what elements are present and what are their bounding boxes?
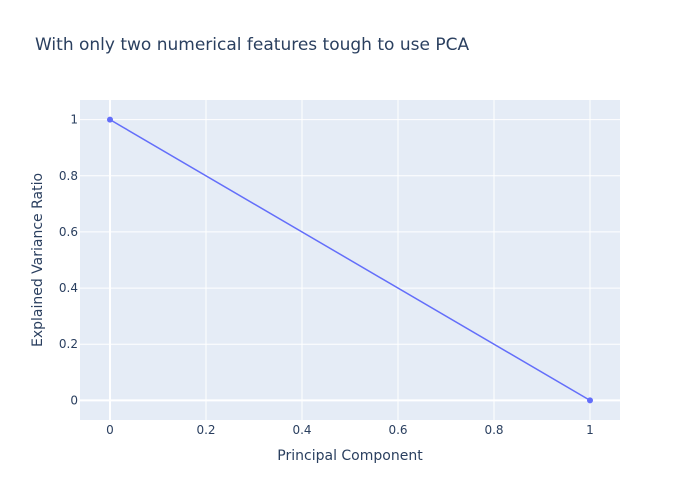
zero-lines (80, 100, 620, 420)
chart-title: With only two numerical features tough t… (35, 35, 469, 55)
x-tick-label-4: 0.8 (484, 423, 503, 437)
y-tick-label-4: 0.8 (59, 169, 78, 183)
y-axis-title: Explained Variance Ratio (30, 173, 46, 347)
data-point-0-0[interactable] (107, 116, 113, 123)
series-line-0 (109, 119, 591, 401)
x-tick-label-3: 0.6 (388, 423, 407, 437)
x-tick-label-5: 1 (586, 423, 594, 437)
y-tick-label-2: 0.4 (59, 281, 78, 295)
x-axis-title: Principal Component (277, 448, 423, 464)
x-tick-label-1: 0.2 (196, 423, 215, 437)
y-tick-labels: 0 0.2 0.4 0.6 0.8 1 (59, 113, 78, 408)
data-point-0-1[interactable] (587, 397, 593, 404)
y-tick-label-0: 0 (70, 393, 78, 407)
x-tick-label-2: 0.4 (292, 423, 311, 437)
x-tick-label-0: 0 (106, 423, 114, 437)
x-tick-labels: 0 0.2 0.4 0.6 0.8 1 (106, 423, 594, 437)
y-tick-label-3: 0.6 (59, 225, 78, 239)
y-tick-label-5: 1 (70, 113, 78, 127)
y-tick-label-1: 0.2 (59, 337, 78, 351)
series-layer (107, 116, 593, 404)
